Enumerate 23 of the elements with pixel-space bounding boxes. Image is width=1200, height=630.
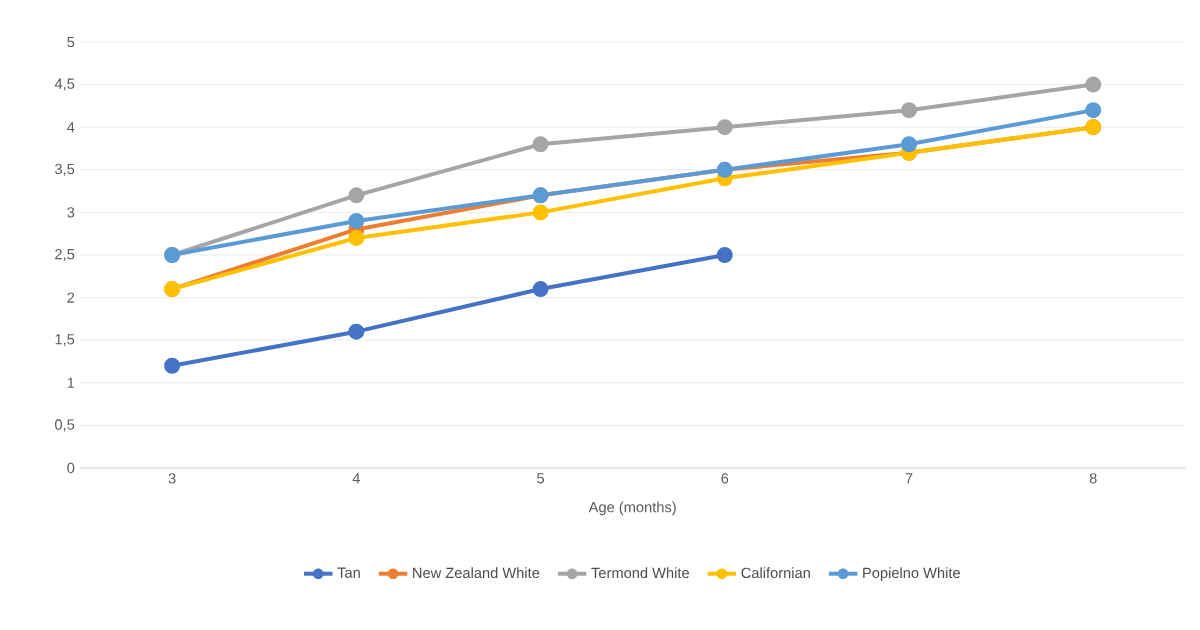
y-tick-label: 4 bbox=[67, 122, 75, 133]
legend-label: Californian bbox=[741, 567, 810, 579]
y-tick-label: 5 bbox=[67, 36, 75, 48]
x-tick-label: 5 bbox=[537, 473, 545, 484]
x-axis-title: Age (months) bbox=[588, 501, 676, 516]
x-tick-label: 8 bbox=[1089, 473, 1097, 484]
y-tick-label: 2,5 bbox=[55, 248, 75, 262]
x-tick-label: 6 bbox=[721, 473, 729, 484]
x-tick-label: 4 bbox=[352, 473, 360, 484]
legend-label: Termond White bbox=[591, 567, 689, 579]
y-tick-label: 0,5 bbox=[55, 419, 75, 432]
x-tick-label: 7 bbox=[905, 473, 913, 484]
x-tick-label: 3 bbox=[168, 473, 176, 484]
legend-label: New Zealand White bbox=[413, 567, 540, 579]
y-tick-label: 0 bbox=[67, 462, 75, 474]
y-tick-label: 4,5 bbox=[54, 78, 75, 91]
y-tick-label: 1 bbox=[67, 377, 75, 388]
legend-label: Popielno White bbox=[863, 567, 960, 581]
legend-label: Tan bbox=[337, 567, 360, 578]
y-tick-label: 1,5 bbox=[55, 334, 75, 347]
y-tick-label: 3 bbox=[67, 207, 75, 218]
y-tick-label: 3,5 bbox=[55, 163, 75, 176]
y-tick-label: 2 bbox=[67, 292, 75, 303]
